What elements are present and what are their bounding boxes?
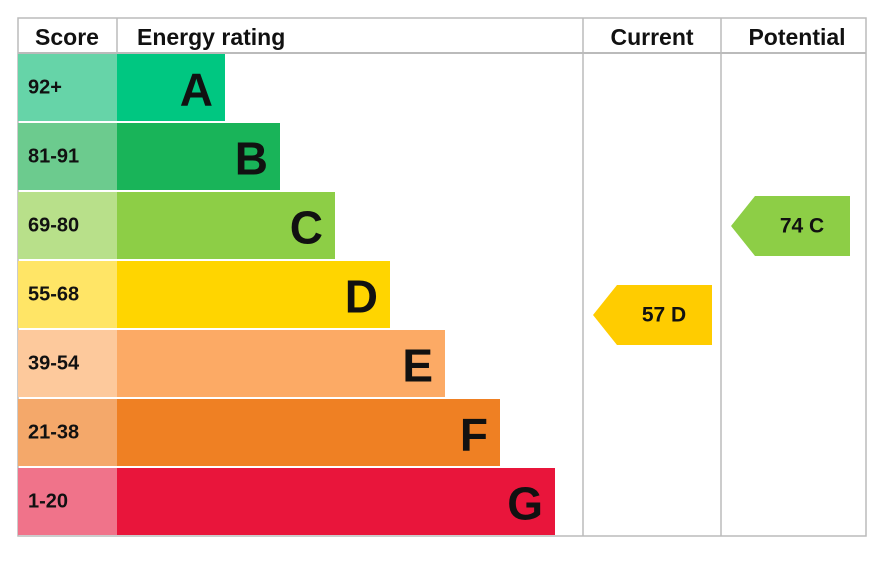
score-label: 55-68 (28, 284, 79, 306)
header-energy-rating: Energy rating (137, 24, 285, 50)
band-letter: D (345, 271, 378, 323)
band-letter: B (235, 133, 268, 185)
score-cell (18, 123, 117, 190)
band-letter: C (290, 202, 323, 254)
rating-bar (117, 192, 335, 259)
score-cell (18, 261, 117, 328)
potential-label: 74 C (780, 215, 824, 238)
score-label: 92+ (28, 77, 62, 99)
band-letter: A (180, 64, 213, 116)
score-label: 21-38 (28, 422, 79, 444)
score-cell (18, 468, 117, 535)
score-cell (18, 399, 117, 466)
rating-bar (117, 123, 280, 190)
bands: 92+ A 81-91 B 69-80 C 55-68 D 39-54 E 21-38 F 1-20 G (18, 54, 555, 535)
current-label: 57 D (642, 304, 686, 327)
rating-bar (117, 54, 225, 121)
band-letter: G (507, 478, 543, 530)
header-current: Current (610, 24, 693, 50)
score-label: 39-54 (28, 353, 80, 375)
potential-arrow (731, 196, 850, 256)
score-cell (18, 330, 117, 397)
rating-bar (117, 399, 500, 466)
band-letter: E (402, 340, 433, 392)
band-letter: F (460, 409, 488, 461)
current-arrow (593, 285, 712, 345)
header-potential: Potential (748, 24, 845, 50)
header-score: Score (35, 24, 99, 50)
rating-bar (117, 330, 445, 397)
score-cell (18, 192, 117, 259)
score-label: 1-20 (28, 491, 68, 513)
score-cell (18, 54, 117, 121)
rating-bar (117, 261, 390, 328)
score-label: 69-80 (28, 215, 79, 237)
rating-bar (117, 468, 555, 535)
score-label: 81-91 (28, 146, 79, 168)
